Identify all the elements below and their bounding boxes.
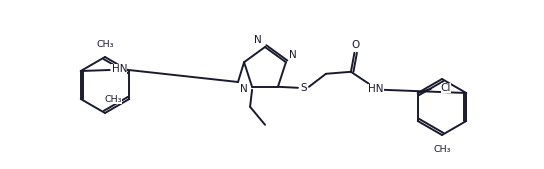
Text: N: N <box>240 84 248 94</box>
Text: N: N <box>289 50 297 60</box>
Text: HN: HN <box>112 64 127 74</box>
Text: Cl: Cl <box>441 83 451 93</box>
Text: CH₃: CH₃ <box>104 94 122 103</box>
Text: N: N <box>254 35 262 45</box>
Text: CH₃: CH₃ <box>96 41 114 50</box>
Text: CH₃: CH₃ <box>433 144 451 153</box>
Text: O: O <box>352 40 360 50</box>
Text: HN: HN <box>368 84 384 94</box>
Text: S: S <box>301 83 307 93</box>
